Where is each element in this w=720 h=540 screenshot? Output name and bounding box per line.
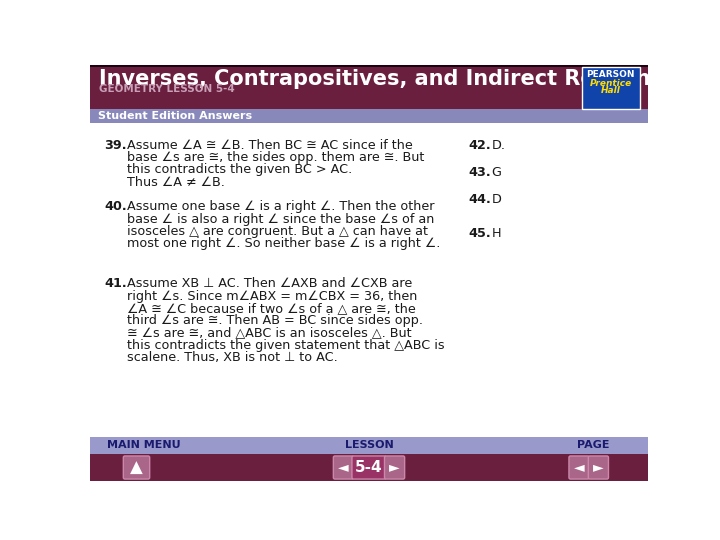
Text: Assume ∠A ≅ ∠B. Then BC ≅ AC since if the: Assume ∠A ≅ ∠B. Then BC ≅ AC since if th… (127, 139, 413, 152)
FancyBboxPatch shape (352, 456, 386, 479)
Text: Inverses, Contrapositives, and Indirect Reasoning: Inverses, Contrapositives, and Indirect … (99, 69, 688, 89)
Text: Student Edition Answers: Student Edition Answers (98, 111, 252, 122)
Text: this contradicts the given BC > AC.: this contradicts the given BC > AC. (127, 164, 353, 177)
Bar (90, 123, 648, 437)
Text: Assume one base ∠ is a right ∠. Then the other: Assume one base ∠ is a right ∠. Then the… (127, 200, 435, 213)
Text: ∠A ≅ ∠C because if two ∠s of a △ are ≅, the: ∠A ≅ ∠C because if two ∠s of a △ are ≅, … (127, 302, 416, 315)
Text: ▲: ▲ (130, 458, 143, 476)
Bar (90, 110, 648, 123)
Text: base ∠s are ≅, the sides opp. them are ≅. But: base ∠s are ≅, the sides opp. them are ≅… (127, 151, 425, 164)
Text: 41.: 41. (104, 278, 127, 291)
Text: Thus ∠A ≠ ∠B.: Thus ∠A ≠ ∠B. (127, 176, 225, 188)
Text: Assume XB ⊥ AC. Then ∠AXB and ∠CXB are: Assume XB ⊥ AC. Then ∠AXB and ∠CXB are (127, 278, 413, 291)
FancyBboxPatch shape (588, 456, 608, 479)
Text: scalene. Thus, XB is not ⊥ to AC.: scalene. Thus, XB is not ⊥ to AC. (127, 351, 338, 364)
Text: 42.: 42. (468, 139, 491, 152)
Text: 40.: 40. (104, 200, 127, 213)
Text: ►: ► (390, 461, 400, 475)
Text: MAIN MENU: MAIN MENU (107, 440, 181, 450)
Text: G: G (492, 166, 501, 179)
Text: 5-4: 5-4 (355, 460, 383, 475)
FancyBboxPatch shape (333, 456, 354, 479)
Text: ◄: ◄ (574, 461, 585, 475)
FancyBboxPatch shape (582, 67, 640, 110)
Text: ►: ► (593, 461, 603, 475)
Text: PAGE: PAGE (577, 440, 610, 450)
Text: D: D (492, 193, 501, 206)
Text: 45.: 45. (468, 227, 491, 240)
Text: 39.: 39. (104, 139, 127, 152)
Text: PEARSON: PEARSON (587, 70, 635, 78)
Text: third ∠s are ≅. Then AB = BC since sides opp.: third ∠s are ≅. Then AB = BC since sides… (127, 314, 423, 327)
FancyBboxPatch shape (384, 456, 405, 479)
Text: H: H (492, 227, 501, 240)
Text: this contradicts the given statement that △ABC is: this contradicts the given statement tha… (127, 339, 445, 352)
FancyBboxPatch shape (123, 456, 150, 479)
Text: D.: D. (492, 139, 505, 152)
Text: base ∠ is also a right ∠ since the base ∠s of an: base ∠ is also a right ∠ since the base … (127, 213, 435, 226)
Text: ◄: ◄ (338, 461, 348, 475)
Text: isosceles △ are congruent. But a △ can have at: isosceles △ are congruent. But a △ can h… (127, 225, 428, 238)
Text: 44.: 44. (468, 193, 491, 206)
Text: Hall: Hall (601, 86, 621, 96)
FancyBboxPatch shape (569, 456, 589, 479)
Text: GEOMETRY LESSON 5-4: GEOMETRY LESSON 5-4 (99, 84, 235, 94)
Bar (90, 65, 648, 67)
Text: 43.: 43. (468, 166, 491, 179)
Text: Prentice: Prentice (590, 79, 632, 88)
Bar (90, 437, 648, 454)
Text: right ∠s. Since m∠ABX = m∠CBX = 36, then: right ∠s. Since m∠ABX = m∠CBX = 36, then (127, 289, 418, 302)
Text: ≅ ∠s are ≅, and △ABC is an isosceles △. But: ≅ ∠s are ≅, and △ABC is an isosceles △. … (127, 327, 412, 340)
Bar (90, 65, 648, 110)
Text: most one right ∠. So neither base ∠ is a right ∠.: most one right ∠. So neither base ∠ is a… (127, 237, 441, 250)
Bar (90, 454, 648, 481)
Text: LESSON: LESSON (345, 440, 393, 450)
